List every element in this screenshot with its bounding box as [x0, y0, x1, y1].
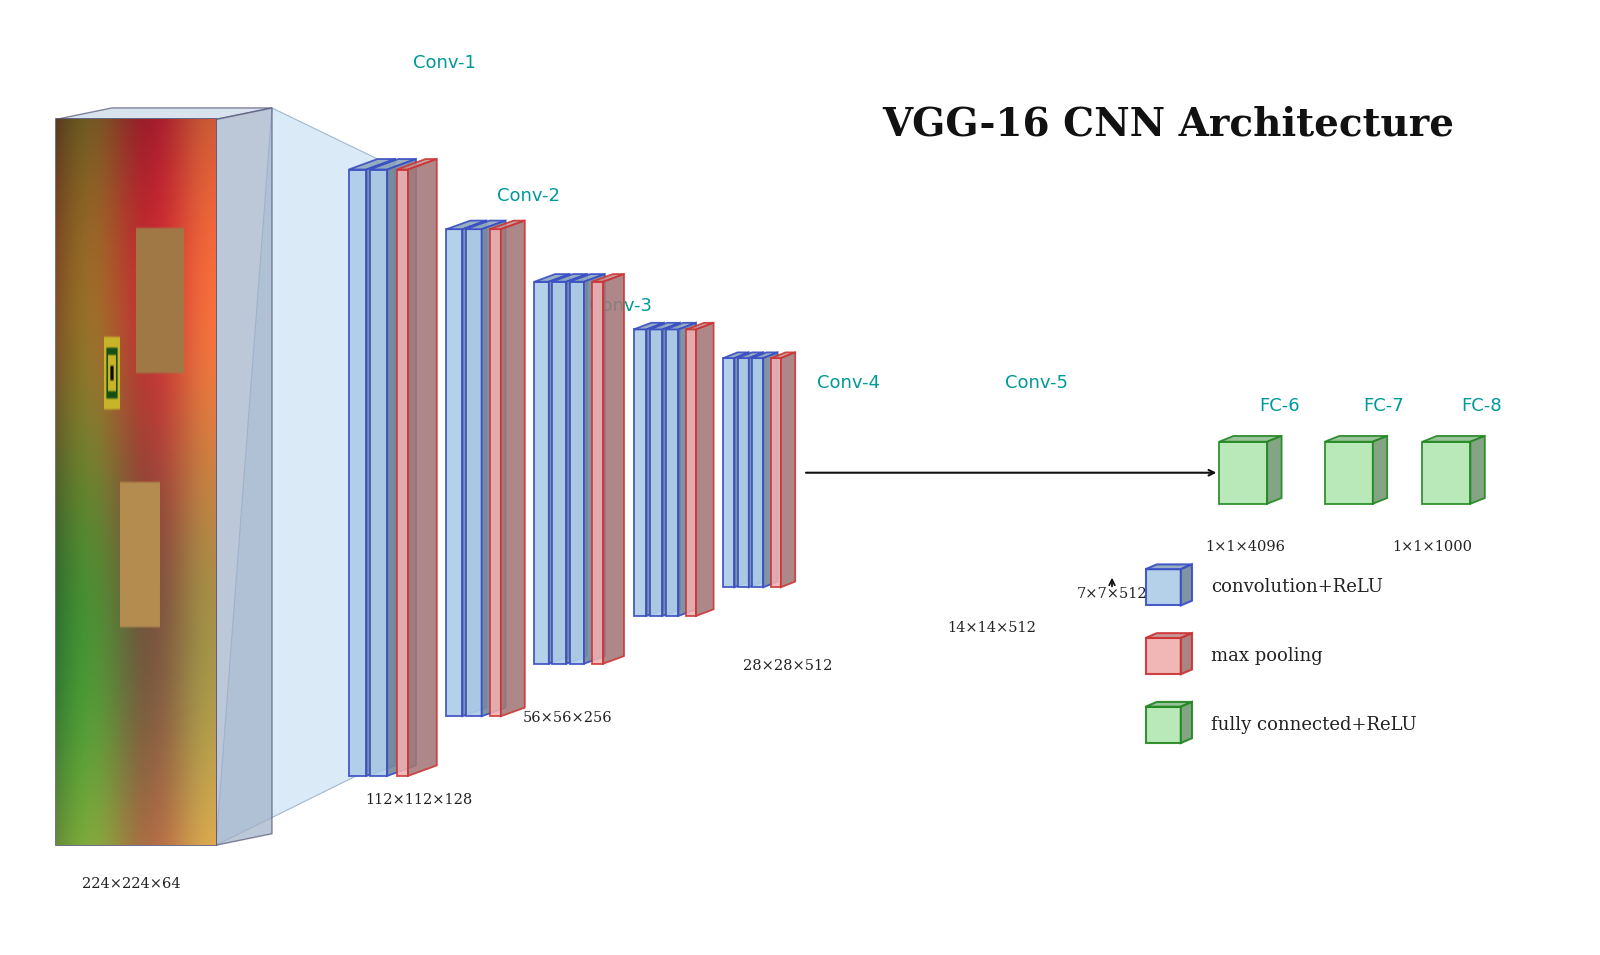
Polygon shape [552, 282, 566, 664]
Polygon shape [723, 352, 749, 358]
Text: 7×7×512: 7×7×512 [1077, 587, 1147, 602]
Polygon shape [1219, 441, 1267, 504]
Polygon shape [738, 358, 749, 587]
Polygon shape [1146, 564, 1192, 569]
Polygon shape [1219, 435, 1282, 441]
Polygon shape [1146, 707, 1181, 743]
Polygon shape [634, 323, 664, 329]
Polygon shape [490, 221, 525, 229]
Polygon shape [666, 329, 678, 616]
Polygon shape [1146, 702, 1192, 707]
Polygon shape [592, 282, 603, 664]
Polygon shape [650, 329, 662, 616]
Polygon shape [752, 358, 763, 587]
Polygon shape [397, 159, 437, 170]
Polygon shape [662, 323, 680, 616]
Polygon shape [408, 159, 437, 775]
Text: 112×112×128: 112×112×128 [365, 793, 474, 807]
Text: FC-8: FC-8 [1461, 397, 1502, 414]
Polygon shape [1325, 441, 1373, 504]
Text: Conv-3: Conv-3 [589, 297, 653, 315]
Text: Conv-1: Conv-1 [413, 53, 477, 72]
Text: Conv-4: Conv-4 [816, 373, 880, 392]
Polygon shape [534, 282, 549, 664]
Polygon shape [781, 352, 795, 587]
Text: max pooling: max pooling [1211, 647, 1323, 665]
Polygon shape [1267, 435, 1282, 504]
Polygon shape [1181, 564, 1192, 605]
Polygon shape [686, 329, 696, 616]
Polygon shape [216, 108, 272, 845]
Text: Conv-2: Conv-2 [496, 187, 560, 205]
Polygon shape [501, 221, 525, 716]
Polygon shape [771, 358, 781, 587]
Polygon shape [552, 274, 587, 282]
Polygon shape [466, 221, 506, 229]
Polygon shape [216, 108, 378, 845]
Polygon shape [446, 229, 462, 716]
Polygon shape [446, 221, 486, 229]
Text: Conv-5: Conv-5 [1005, 373, 1069, 392]
Polygon shape [1470, 435, 1485, 504]
Text: fully connected+ReLU: fully connected+ReLU [1211, 716, 1418, 733]
Polygon shape [387, 159, 416, 775]
Polygon shape [1181, 633, 1192, 674]
Polygon shape [734, 352, 749, 587]
Text: 14×14×512: 14×14×512 [947, 621, 1037, 635]
Polygon shape [466, 229, 482, 716]
Polygon shape [490, 229, 501, 716]
Polygon shape [634, 329, 646, 616]
Polygon shape [370, 159, 416, 170]
Polygon shape [482, 221, 506, 716]
Text: FC-7: FC-7 [1363, 397, 1405, 414]
Polygon shape [603, 274, 624, 664]
Polygon shape [738, 352, 763, 358]
Polygon shape [592, 274, 624, 282]
Polygon shape [584, 274, 605, 664]
Polygon shape [366, 159, 395, 775]
Polygon shape [570, 274, 605, 282]
Polygon shape [771, 352, 795, 358]
Polygon shape [566, 274, 587, 664]
Text: 1×1×4096: 1×1×4096 [1205, 540, 1285, 554]
Polygon shape [534, 274, 570, 282]
Polygon shape [763, 352, 778, 587]
Text: FC-6: FC-6 [1259, 397, 1301, 414]
Polygon shape [397, 170, 408, 775]
Polygon shape [1422, 441, 1470, 504]
Text: 224×224×64: 224×224×64 [82, 877, 181, 891]
Polygon shape [678, 323, 696, 616]
Polygon shape [666, 323, 696, 329]
Text: 1×1×1000: 1×1×1000 [1392, 540, 1472, 554]
Polygon shape [1146, 633, 1192, 638]
Polygon shape [646, 323, 664, 616]
Text: 28×28×512: 28×28×512 [742, 659, 832, 673]
Polygon shape [349, 159, 395, 170]
Polygon shape [749, 352, 763, 587]
Polygon shape [752, 352, 778, 358]
Polygon shape [1422, 435, 1485, 441]
Polygon shape [1373, 435, 1387, 504]
Polygon shape [570, 282, 584, 664]
Polygon shape [686, 323, 714, 329]
Polygon shape [1325, 435, 1387, 441]
Polygon shape [370, 170, 387, 775]
Polygon shape [56, 108, 272, 119]
Polygon shape [549, 274, 570, 664]
Polygon shape [696, 323, 714, 616]
Polygon shape [1146, 638, 1181, 674]
Text: convolution+ReLU: convolution+ReLU [1211, 579, 1382, 596]
Polygon shape [650, 323, 680, 329]
Polygon shape [349, 170, 366, 775]
Polygon shape [723, 358, 734, 587]
Text: 56×56×256: 56×56×256 [523, 711, 613, 726]
Polygon shape [1146, 569, 1181, 605]
Text: VGG-16 CNN Architecture: VGG-16 CNN Architecture [882, 105, 1454, 143]
Polygon shape [462, 221, 486, 716]
Polygon shape [1181, 702, 1192, 743]
